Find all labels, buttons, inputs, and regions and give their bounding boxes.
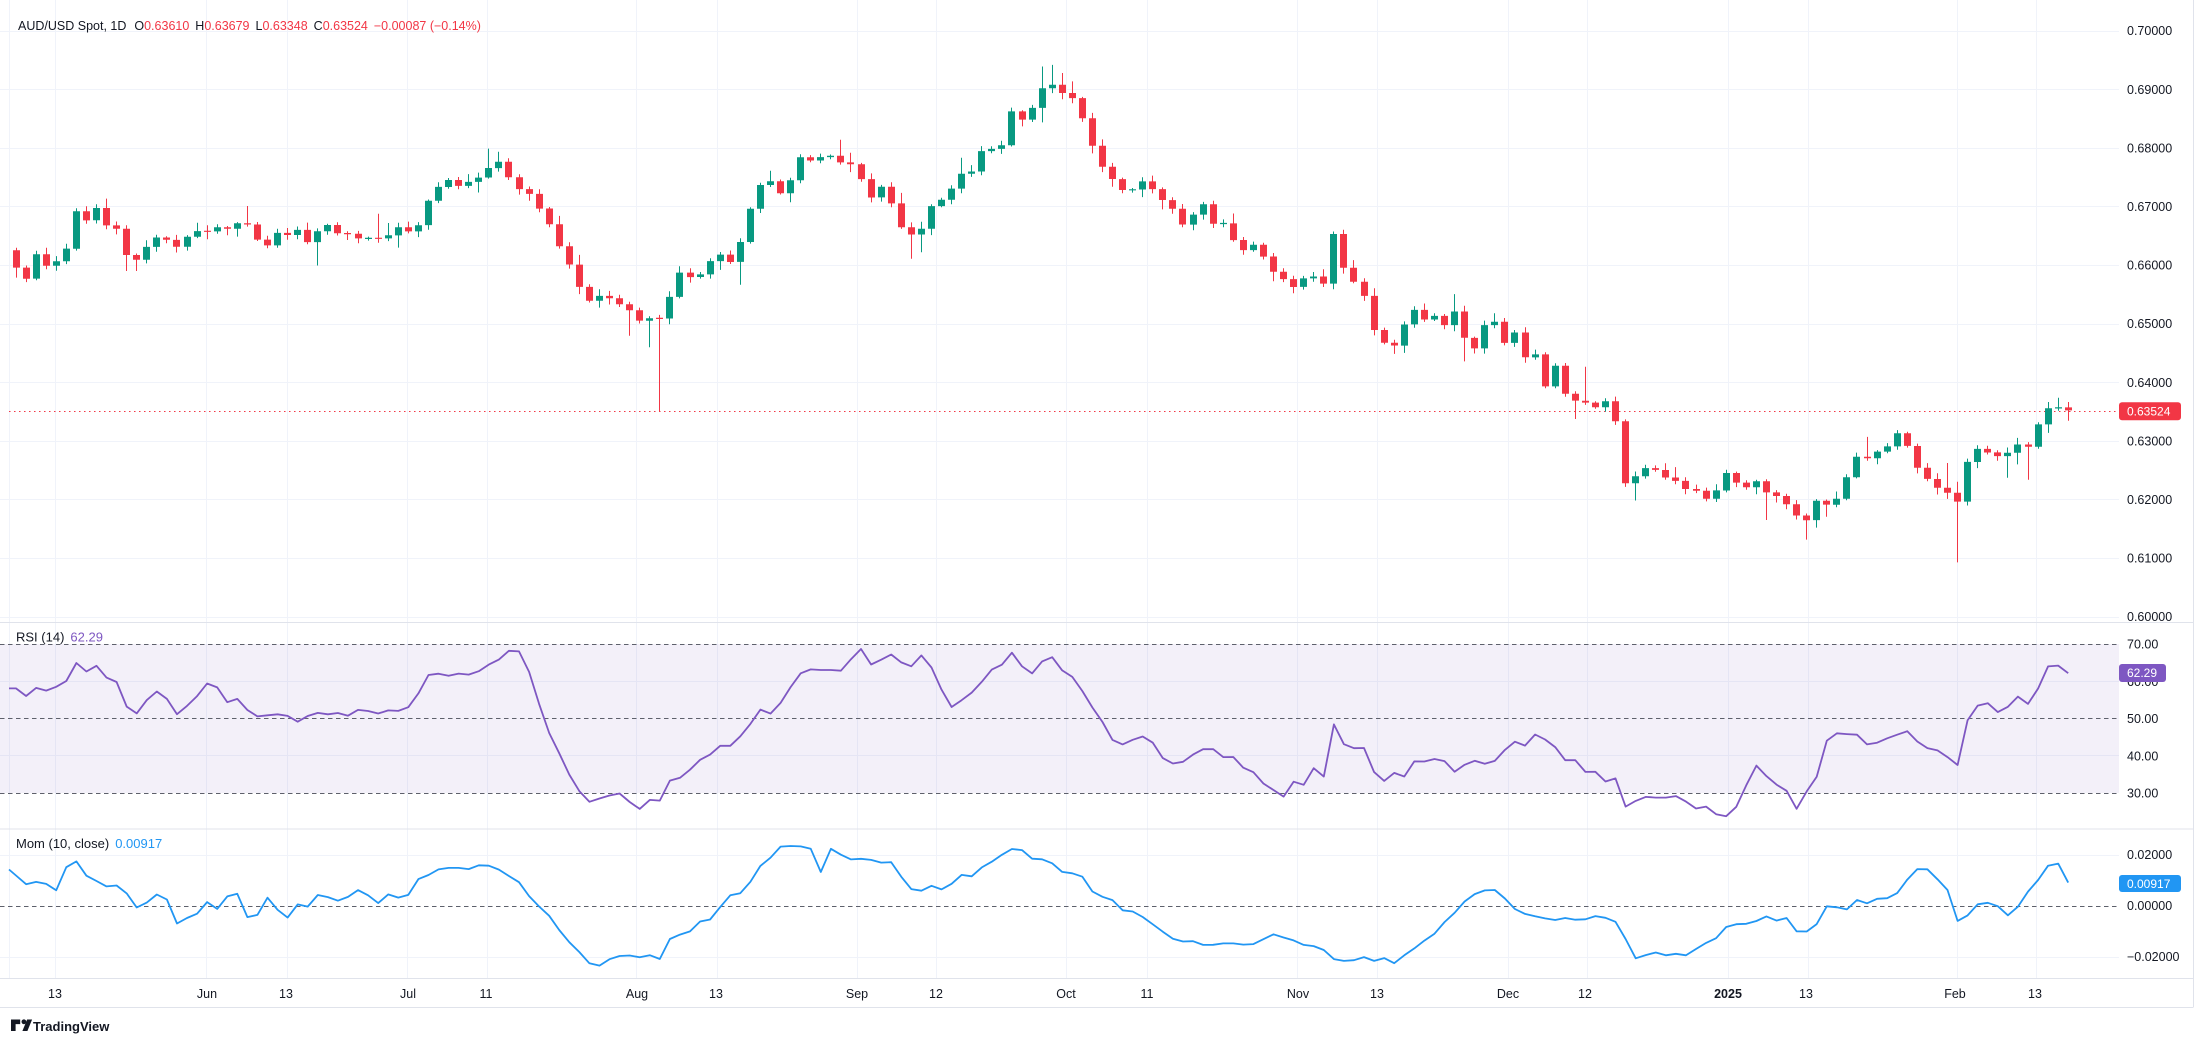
svg-text:12: 12 [1578,987,1592,1001]
svg-text:RSI (14)62.29: RSI (14) 62.29 [16,630,103,645]
svg-text:30.00: 30.00 [2127,787,2158,801]
svg-text:50.00: 50.00 [2127,712,2158,726]
svg-text:40.00: 40.00 [2127,749,2158,763]
svg-text:0.62000: 0.62000 [2127,493,2172,507]
svg-text:0.61000: 0.61000 [2127,552,2172,566]
svg-text:0.00000: 0.00000 [2127,899,2172,913]
svg-text:12: 12 [929,987,943,1001]
svg-text:62.29: 62.29 [2127,666,2157,680]
svg-text:0.67000: 0.67000 [2127,200,2172,214]
svg-text:13: 13 [1370,987,1384,1001]
svg-text:−0.02000: −0.02000 [2127,950,2180,964]
svg-text:13: 13 [279,987,293,1001]
svg-text:0.02000: 0.02000 [2127,848,2172,862]
svg-text:0.60000: 0.60000 [2127,610,2172,624]
svg-text:Jul: Jul [400,987,416,1001]
svg-text:11: 11 [1141,987,1154,1001]
svg-text:70.00: 70.00 [2127,638,2158,652]
svg-text:0.64000: 0.64000 [2127,376,2172,390]
svg-text:Mom (10, close)0.00917: Mom (10, close) 0.00917 [16,836,162,851]
svg-text:0.00917: 0.00917 [2127,877,2171,891]
svg-text:0.69000: 0.69000 [2127,83,2172,97]
svg-text:0.68000: 0.68000 [2127,141,2172,155]
svg-text:0.63524: 0.63524 [2127,405,2171,419]
svg-text:13: 13 [2028,987,2042,1001]
svg-text:0.65000: 0.65000 [2127,317,2172,331]
svg-text:0.70000: 0.70000 [2127,24,2172,38]
svg-text:13: 13 [1799,987,1813,1001]
svg-text:11: 11 [480,987,493,1001]
svg-text:0.66000: 0.66000 [2127,259,2172,273]
svg-text:Jun: Jun [197,987,217,1001]
svg-text:Oct: Oct [1056,987,1076,1001]
svg-text:0.63000: 0.63000 [2127,434,2172,448]
svg-text:Sep: Sep [846,987,868,1001]
svg-text:Feb: Feb [1944,987,1966,1001]
svg-text:2025: 2025 [1714,987,1742,1001]
svg-text:Dec: Dec [1497,987,1519,1001]
svg-text:13: 13 [48,987,62,1001]
svg-text:TradingView: TradingView [33,1019,110,1034]
svg-text:Nov: Nov [1287,987,1310,1001]
svg-text:13: 13 [709,987,723,1001]
svg-text:Aug: Aug [626,987,648,1001]
